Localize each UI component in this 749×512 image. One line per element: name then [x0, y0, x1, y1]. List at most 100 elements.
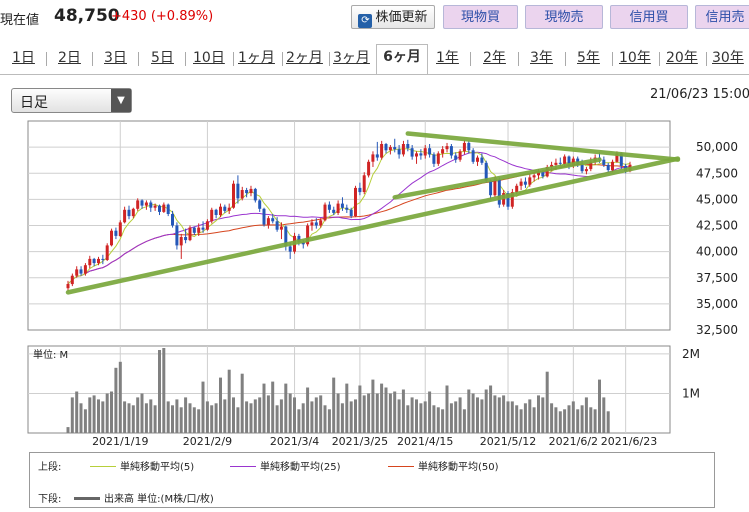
volume-bar: [397, 399, 401, 433]
volume-bar: [92, 395, 96, 433]
tab-1d[interactable]: 1日: [12, 50, 35, 66]
legend-ma50: 単純移動平均(50): [388, 458, 499, 473]
candle-body: [166, 204, 170, 214]
volume-bar: [354, 399, 357, 433]
candle-body: [131, 208, 135, 217]
trendline: [65, 156, 681, 295]
candle-body: [367, 161, 371, 176]
volume-bar: [358, 385, 362, 433]
candle-body: [476, 157, 479, 162]
volume-bar: [598, 379, 601, 433]
volume-bar: [362, 395, 366, 433]
volume-bar: [419, 403, 423, 433]
volume-bar: [310, 401, 314, 433]
volume-bar: [179, 407, 183, 433]
candle-body: [493, 179, 497, 196]
volume-bar: [480, 399, 484, 433]
volume-bar: [567, 405, 571, 433]
price-change: +430 (+0.89%): [111, 9, 214, 24]
candle-body: [236, 183, 240, 199]
candle-body: [515, 185, 519, 193]
volume-bar: [184, 397, 188, 433]
tab-10d[interactable]: 10日: [193, 50, 225, 66]
tab-10y[interactable]: 10年: [619, 50, 651, 66]
volume-bar: [83, 409, 87, 433]
legend-lower-label: 下段:: [38, 494, 62, 505]
sell-button[interactable]: 現物売: [525, 5, 603, 29]
volume-bar: [79, 403, 83, 433]
volume-bar: [401, 389, 405, 433]
volume-bars: [66, 348, 610, 434]
tab-3d[interactable]: 3日: [104, 50, 127, 66]
tab-3m[interactable]: 3ヶ月: [333, 50, 370, 66]
tab-2m[interactable]: 2ヶ月: [286, 50, 323, 66]
volume-bar: [336, 393, 340, 433]
volume-bar: [66, 427, 70, 433]
volume-bar: [454, 401, 458, 433]
tab-30y[interactable]: 30年: [712, 50, 744, 66]
candle-body: [467, 142, 471, 151]
volume-bar: [471, 393, 475, 433]
candle-body: [611, 161, 614, 171]
tab-separator: [92, 52, 93, 66]
tab-separator: [282, 52, 283, 66]
candle-body: [332, 209, 336, 213]
candle-body: [550, 164, 554, 167]
volume-bar: [349, 401, 353, 433]
candle-body: [310, 222, 314, 226]
tab-5d[interactable]: 5日: [151, 50, 174, 66]
tab-1y[interactable]: 1年: [436, 50, 459, 66]
volume-bar: [571, 401, 575, 433]
candle-body: [567, 156, 571, 166]
volume-bar: [219, 377, 222, 433]
candle-body: [436, 153, 440, 164]
candle-body: [210, 209, 214, 222]
candle-body: [537, 172, 540, 176]
tab-20y[interactable]: 20年: [666, 50, 698, 66]
volume-bar: [288, 393, 292, 433]
volume-bar: [606, 411, 610, 434]
margin-buy-button[interactable]: 信用買: [610, 5, 688, 29]
price-tick-label: 42,500: [696, 219, 738, 233]
volume-bar: [197, 409, 201, 433]
tab-2y[interactable]: 2年: [483, 50, 506, 66]
candle-body: [279, 226, 283, 230]
volume-bar: [327, 409, 331, 433]
tab-separator: [329, 52, 330, 66]
candle-body: [205, 221, 209, 230]
candle-body: [179, 237, 183, 246]
tab-1m[interactable]: 1ヶ月: [238, 50, 275, 66]
tab-2d[interactable]: 2日: [58, 50, 81, 66]
volume-bar: [210, 405, 214, 433]
volume-bar: [271, 381, 275, 433]
volume-bar: [293, 397, 296, 433]
candle-body: [144, 202, 148, 206]
volume-bar: [101, 401, 105, 433]
volume-bar: [158, 350, 161, 433]
candle-type-select[interactable]: 日足 ▼: [11, 88, 132, 113]
candle-body: [271, 218, 275, 222]
volume-bar: [319, 395, 323, 433]
buy-button-label: 現物買: [460, 10, 500, 25]
tab-3y[interactable]: 3年: [530, 50, 553, 66]
margin-sell-button[interactable]: 信用売: [695, 5, 749, 29]
tab-underline: [0, 74, 749, 75]
candle-body: [519, 181, 523, 186]
tab-6m[interactable]: 6ヶ月: [376, 44, 428, 75]
tab-5y[interactable]: 5年: [577, 50, 600, 66]
candle-body: [105, 245, 109, 260]
refresh-button[interactable]: ⟳ 株価更新: [351, 5, 435, 29]
candle-body: [406, 144, 410, 149]
candle-body: [258, 200, 262, 209]
volume-bar: [545, 371, 549, 433]
candle-body: [441, 149, 445, 154]
volume-bar: [75, 391, 79, 433]
candle-body: [75, 269, 79, 276]
buy-button[interactable]: 現物買: [443, 5, 518, 29]
candle-body: [123, 209, 127, 223]
candle-body: [197, 227, 201, 233]
candle-body: [602, 159, 606, 165]
volume-bar: [541, 397, 545, 433]
candle-body: [288, 246, 292, 252]
top-bar: 現在値 48,750 +430 (+0.89%) ⟳ 株価更新 現物買 現物売 信…: [0, 0, 749, 36]
